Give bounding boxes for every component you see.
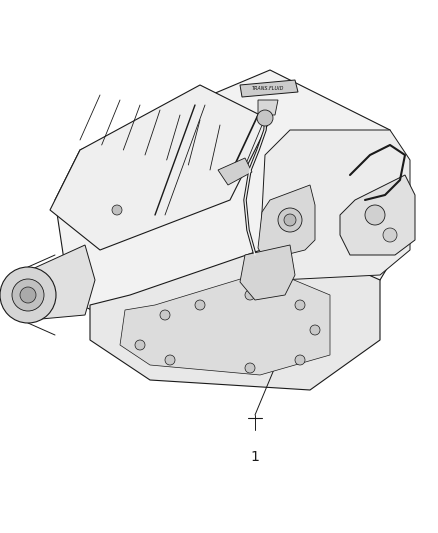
Circle shape xyxy=(365,205,385,225)
Polygon shape xyxy=(258,100,278,115)
Polygon shape xyxy=(258,185,315,260)
Circle shape xyxy=(0,267,56,323)
Polygon shape xyxy=(50,85,270,250)
Circle shape xyxy=(245,290,255,300)
Circle shape xyxy=(310,325,320,335)
Text: 1: 1 xyxy=(251,450,259,464)
Polygon shape xyxy=(340,175,415,255)
Circle shape xyxy=(112,205,122,215)
Polygon shape xyxy=(260,130,410,280)
Polygon shape xyxy=(240,245,295,300)
Circle shape xyxy=(278,208,302,232)
Polygon shape xyxy=(240,80,298,97)
Circle shape xyxy=(284,214,296,226)
Circle shape xyxy=(295,300,305,310)
Text: TRANS.FLUID: TRANS.FLUID xyxy=(252,86,284,92)
Circle shape xyxy=(12,279,44,311)
Circle shape xyxy=(20,287,36,303)
Polygon shape xyxy=(218,158,252,185)
Circle shape xyxy=(135,340,145,350)
Polygon shape xyxy=(30,245,95,320)
Circle shape xyxy=(383,228,397,242)
Polygon shape xyxy=(120,270,330,375)
Circle shape xyxy=(257,110,273,126)
Polygon shape xyxy=(55,70,410,360)
Circle shape xyxy=(245,363,255,373)
Circle shape xyxy=(160,310,170,320)
Circle shape xyxy=(295,355,305,365)
Polygon shape xyxy=(90,240,380,390)
Circle shape xyxy=(165,355,175,365)
Circle shape xyxy=(195,300,205,310)
